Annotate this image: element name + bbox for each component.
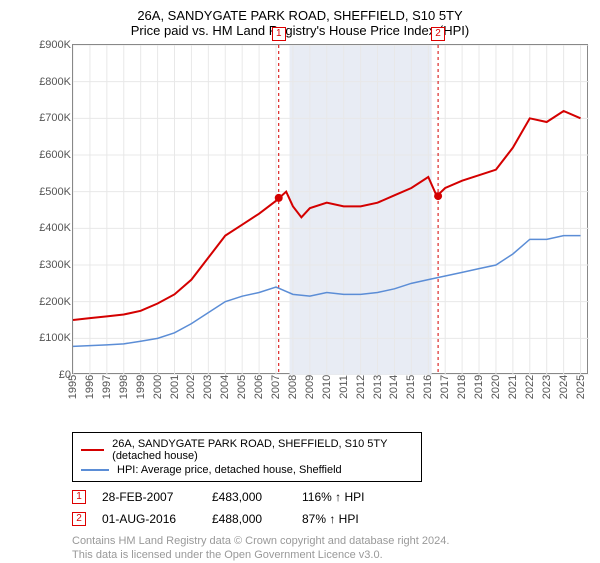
x-tick-label: 2002 (185, 375, 197, 399)
y-tick-label: £300K (33, 259, 71, 271)
legend-label: HPI: Average price, detached house, Shef… (117, 464, 342, 476)
x-tick-label: 2011 (338, 375, 350, 399)
x-tick-label: 2019 (473, 375, 485, 399)
chart-title: 26A, SANDYGATE PARK ROAD, SHEFFIELD, S10… (12, 8, 588, 23)
x-tick-label: 2014 (388, 375, 400, 399)
x-tick-label: 2012 (355, 375, 367, 399)
y-tick-label: £100K (33, 332, 71, 344)
x-tick-label: 2005 (236, 375, 248, 399)
legend-swatch (81, 469, 109, 471)
footer-line-1: Contains HM Land Registry data © Crown c… (72, 534, 588, 548)
legend-item: HPI: Average price, detached house, Shef… (81, 463, 413, 477)
x-tick-label: 2020 (490, 375, 502, 399)
x-tick-label: 2000 (152, 375, 164, 399)
sale-row: 1 28-FEB-2007£483,000116% ↑ HPI (72, 490, 588, 504)
y-tick-label: £400K (33, 222, 71, 234)
y-tick-label: £600K (33, 149, 71, 161)
x-tick-label: 2025 (575, 375, 587, 399)
legend-swatch (81, 449, 104, 451)
x-tick-label: 2001 (169, 375, 181, 399)
chart-container: 26A, SANDYGATE PARK ROAD, SHEFFIELD, S10… (0, 0, 600, 560)
y-tick-label: £800K (33, 76, 71, 88)
x-tick-label: 2021 (507, 375, 519, 399)
footer-line-2: This data is licensed under the Open Gov… (72, 548, 588, 562)
chart-subtitle: Price paid vs. HM Land Registry's House … (12, 23, 588, 38)
sale-pct: 87% ↑ HPI (302, 512, 392, 526)
legend-item: 26A, SANDYGATE PARK ROAD, SHEFFIELD, S10… (81, 437, 413, 463)
legend: 26A, SANDYGATE PARK ROAD, SHEFFIELD, S10… (72, 432, 422, 482)
x-tick-label: 2015 (405, 375, 417, 399)
x-tick-label: 1999 (135, 375, 147, 399)
y-tick-label: £900K (33, 39, 71, 51)
x-tick-label: 2010 (321, 375, 333, 399)
x-tick-label: 2004 (219, 375, 231, 399)
x-tick-label: 2018 (456, 375, 468, 399)
legend-label: 26A, SANDYGATE PARK ROAD, SHEFFIELD, S10… (112, 438, 413, 462)
sale-row: 2 01-AUG-2016£488,00087% ↑ HPI (72, 512, 588, 526)
x-tick-label: 1997 (101, 375, 113, 399)
x-tick-label: 2007 (270, 375, 282, 399)
x-tick-label: 1995 (67, 375, 79, 399)
y-tick-label: £0 (33, 369, 71, 381)
x-tick-label: 2008 (287, 375, 299, 399)
x-tick-label: 2017 (439, 375, 451, 399)
x-tick-label: 2016 (422, 375, 434, 399)
x-tick-label: 1996 (84, 375, 96, 399)
sale-marker-box: 2 (431, 27, 445, 41)
sale-row-marker: 2 (72, 512, 86, 526)
x-tick-label: 2006 (253, 375, 265, 399)
plot: £0£100K£200K£300K£400K£500K£600K£700K£80… (72, 44, 588, 374)
sale-row-marker: 1 (72, 490, 86, 504)
sale-date: 01-AUG-2016 (102, 512, 212, 526)
sale-price: £483,000 (212, 490, 302, 504)
sale-date: 28-FEB-2007 (102, 490, 212, 504)
x-tick-label: 2003 (202, 375, 214, 399)
x-tick-label: 2023 (541, 375, 553, 399)
y-tick-label: £700K (33, 112, 71, 124)
y-tick-label: £200K (33, 296, 71, 308)
x-tick-label: 1998 (118, 375, 130, 399)
sale-pct: 116% ↑ HPI (302, 490, 392, 504)
x-tick-label: 2009 (304, 375, 316, 399)
chart-area: £0 £100K £200K £300K £400K £500K £600K £700K £80… (32, 44, 588, 404)
sale-price: £488,000 (212, 512, 302, 526)
x-tick-label: 2022 (524, 375, 536, 399)
footer: Contains HM Land Registry data © Crown c… (72, 534, 588, 563)
x-tick-label: 2024 (558, 375, 570, 399)
y-tick-label: £500K (33, 186, 71, 198)
plot-svg (73, 45, 589, 375)
sale-marker-box: 1 (272, 27, 286, 41)
x-tick-label: 2013 (372, 375, 384, 399)
